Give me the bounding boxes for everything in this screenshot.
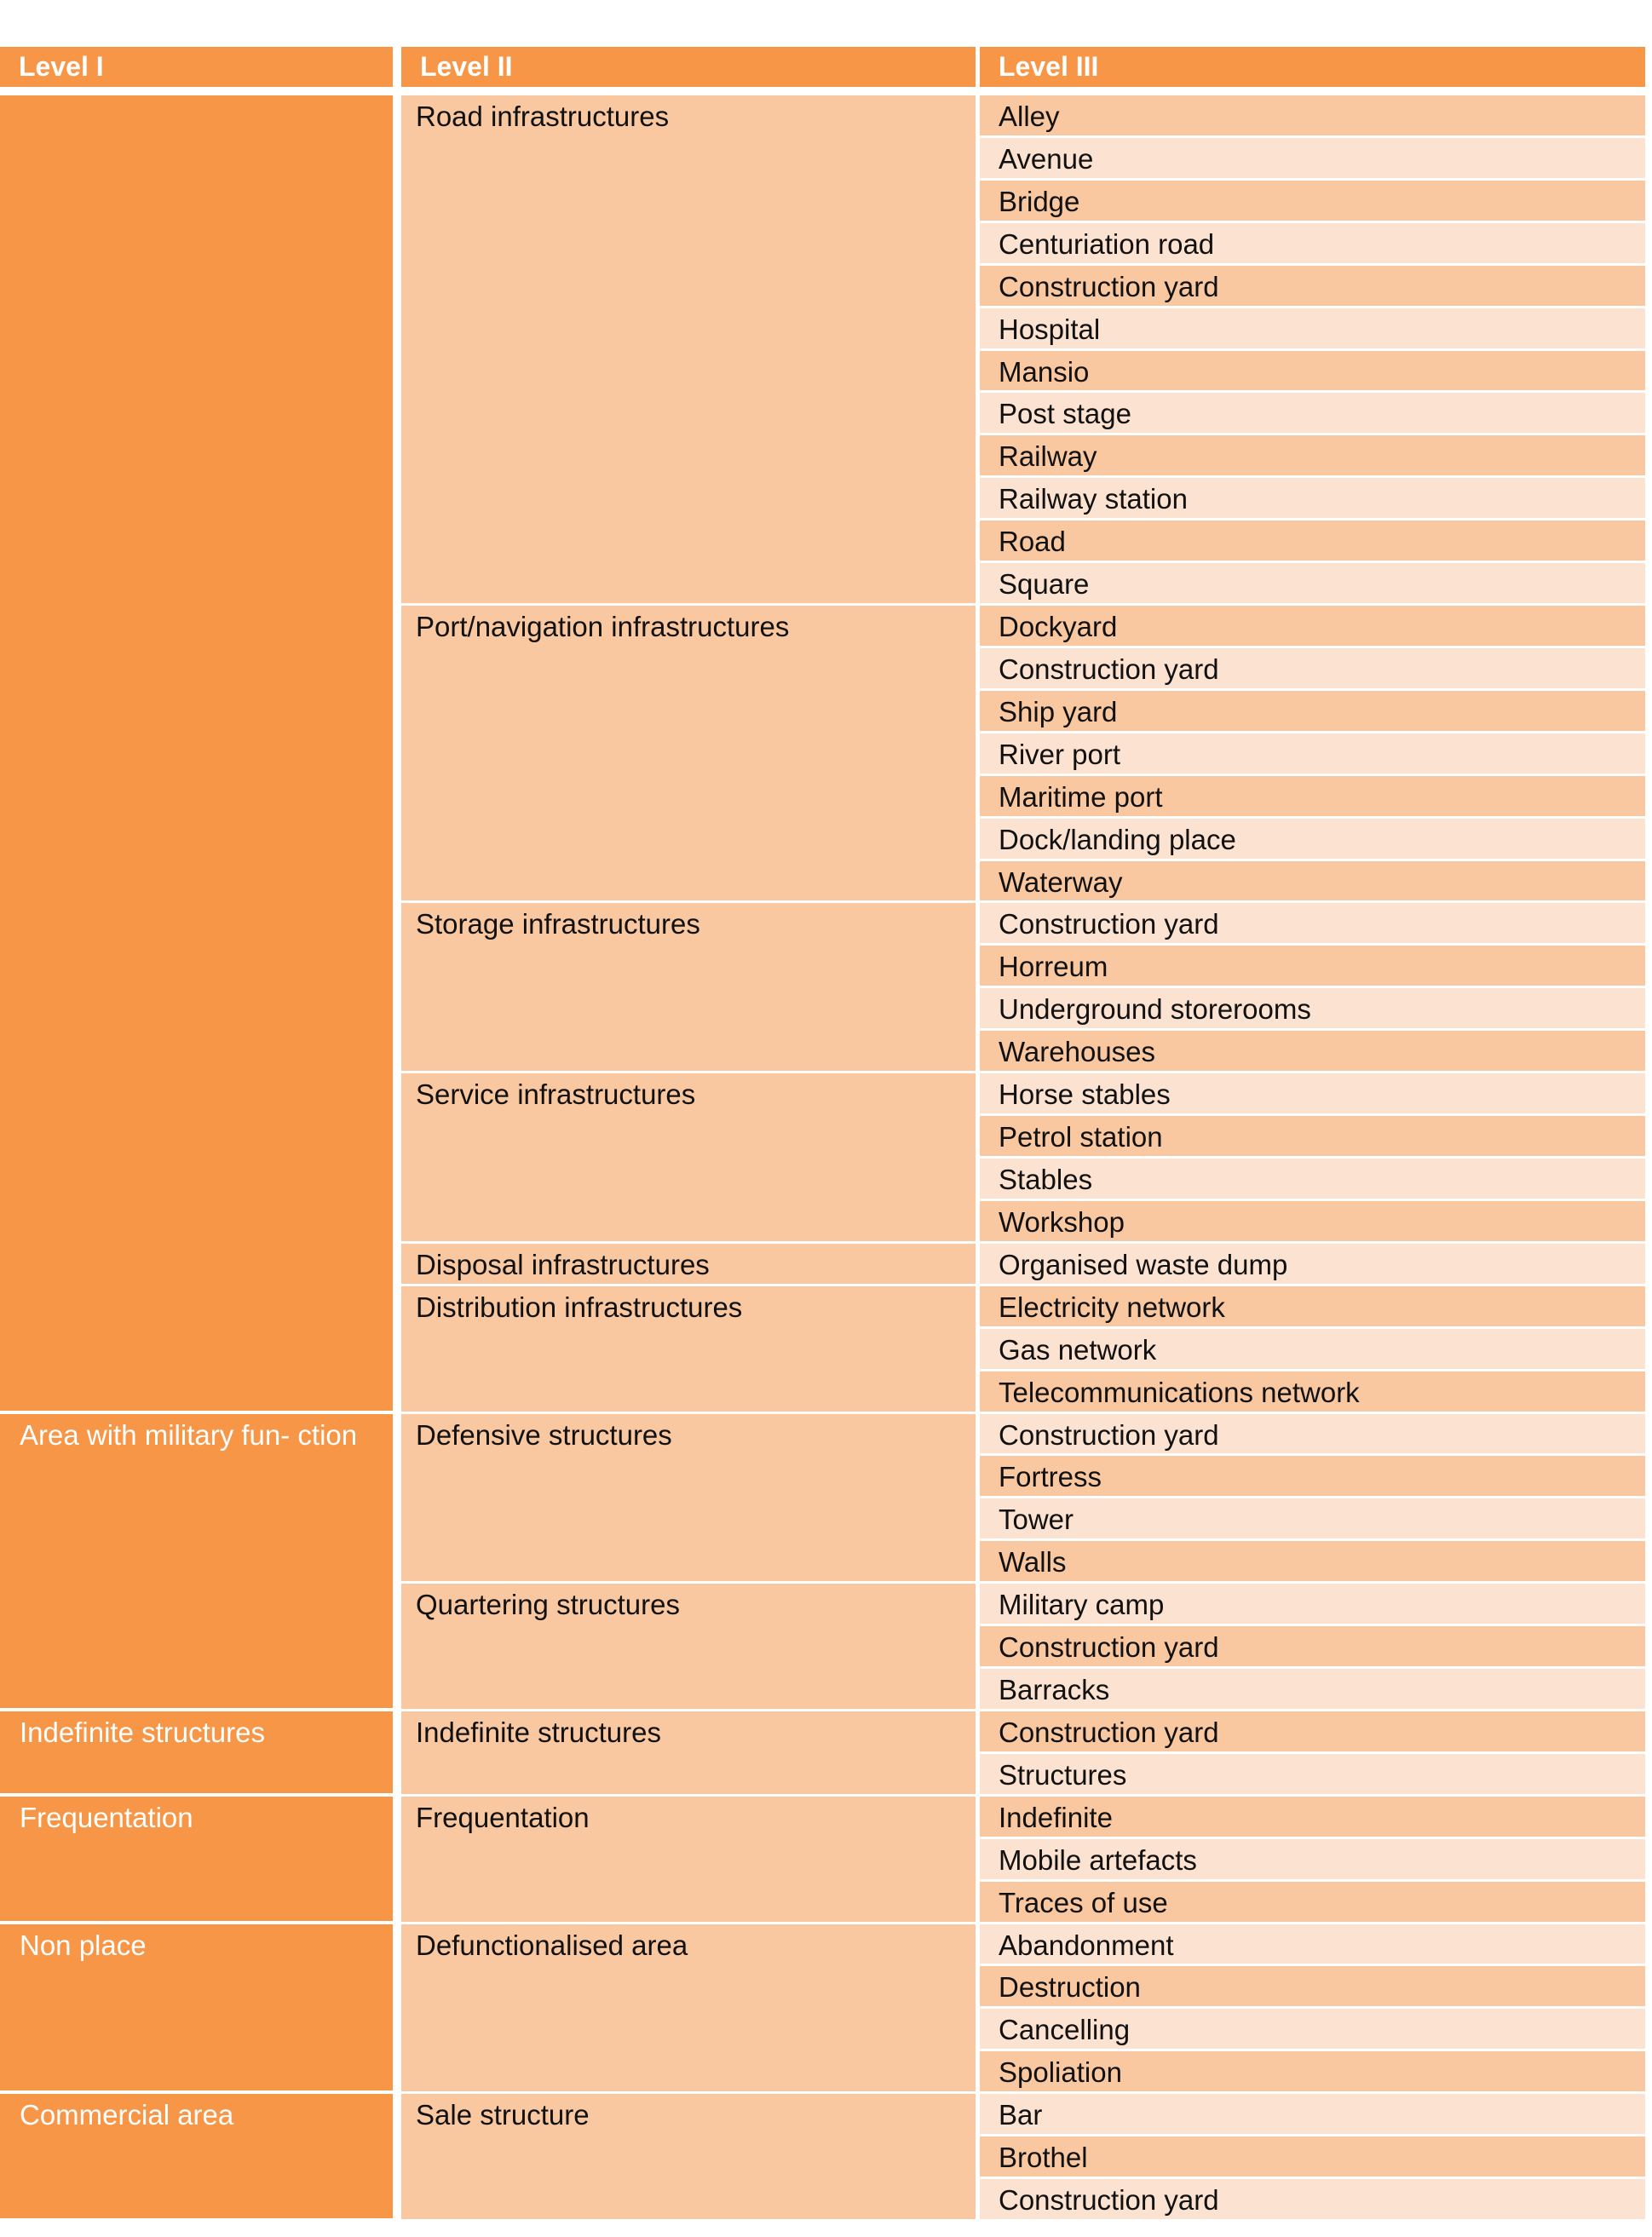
level3-cell: Electricity network [980, 1285, 1645, 1326]
level1-cell [0, 95, 393, 1411]
level1-cell: Frequentation [0, 1796, 393, 1921]
level3-cell: Traces of use [980, 1881, 1645, 1922]
level3-cell: Indefinite [980, 1796, 1645, 1837]
level2-cell: Frequentation [401, 1796, 976, 1922]
level2-cell: Defunctionalised area [401, 1924, 976, 2092]
level3-cell: Barracks [980, 1669, 1645, 1709]
level3-cell: Ship yard [980, 690, 1645, 731]
level3-cell: Fortress [980, 1456, 1645, 1497]
level2-cell: Sale structure [401, 2094, 976, 2219]
level2-cell: Storage infrastructures [401, 903, 976, 1072]
level3-cell: Petrol station [980, 1116, 1645, 1156]
level2-cell: Indefinite structures [401, 1711, 976, 1794]
level3-cell: Mansio [980, 350, 1645, 391]
level2-cell: Disposal infrastructures [401, 1243, 976, 1284]
level3-cell: Construction yard [980, 1413, 1645, 1454]
level3-cell: Square [980, 563, 1645, 604]
level3-cell: Gas network [980, 1328, 1645, 1369]
level3-cell: Organised waste dump [980, 1243, 1645, 1284]
level1-cell: Commercial area [0, 2094, 393, 2218]
level1-cell: Indefinite structures [0, 1711, 393, 1793]
level2-cell: Port/navigation infrastructures [401, 606, 976, 901]
header-level-3: Level III [980, 47, 1645, 87]
level1-cell: Area with military fun- ction [0, 1413, 393, 1708]
level1-cell: Non place [0, 1924, 393, 2091]
level3-cell: Construction yard [980, 265, 1645, 306]
level3-cell: Horse stables [980, 1073, 1645, 1114]
level3-cell: Walls [980, 1541, 1645, 1582]
level3-cell: Construction yard [980, 647, 1645, 688]
level3-cell: Road [980, 520, 1645, 561]
header-level-1: Level I [0, 47, 393, 87]
level3-cell: Construction yard [980, 903, 1645, 944]
level3-cell: River port [980, 733, 1645, 773]
level3-cell: Stables [980, 1159, 1645, 1199]
level3-cell: Spoliation [980, 2051, 1645, 2092]
level3-cell: Bridge [980, 180, 1645, 221]
level3-cell: Railway station [980, 478, 1645, 519]
level3-cell: Military camp [980, 1584, 1645, 1625]
level3-cell: Brothel [980, 2136, 1645, 2177]
level2-cell: Distribution infrastructures [401, 1285, 976, 1412]
level3-cell: Railway [980, 435, 1645, 476]
level3-cell: Abandonment [980, 1924, 1645, 1964]
level3-cell: Tower [980, 1498, 1645, 1539]
level3-cell: Horreum [980, 946, 1645, 986]
level3-cell: Cancelling [980, 2009, 1645, 2050]
level3-cell: Structures [980, 1753, 1645, 1794]
level3-cell: Destruction [980, 1966, 1645, 2007]
level3-cell: Dockyard [980, 606, 1645, 646]
level3-cell: Maritime port [980, 775, 1645, 816]
level3-cell: Mobile artefacts [980, 1838, 1645, 1879]
level3-cell: Construction yard [980, 1626, 1645, 1667]
level3-cell: Workshop [980, 1200, 1645, 1241]
level3-cell: Centuriation road [980, 222, 1645, 263]
level3-cell: Post stage [980, 393, 1645, 434]
level3-cell: Underground storerooms [980, 988, 1645, 1029]
level3-cell: Construction yard [980, 1711, 1645, 1751]
level2-cell: Defensive structures [401, 1413, 976, 1582]
level3-cell: Dock/landing place [980, 818, 1645, 859]
level2-cell: Road infrastructures [401, 95, 976, 604]
level3-cell: Bar [980, 2094, 1645, 2135]
level3-cell: Telecommunications network [980, 1371, 1645, 1412]
level3-cell: Construction yard [980, 2179, 1645, 2219]
level3-cell: Hospital [980, 308, 1645, 348]
level3-cell: Waterway [980, 860, 1645, 901]
level3-cell: Alley [980, 95, 1645, 135]
level3-cell: Avenue [980, 137, 1645, 178]
level3-cell: Warehouses [980, 1031, 1645, 1072]
level2-cell: Quartering structures [401, 1584, 976, 1709]
level2-cell: Service infrastructures [401, 1073, 976, 1241]
header-level-2: Level II [401, 47, 976, 87]
